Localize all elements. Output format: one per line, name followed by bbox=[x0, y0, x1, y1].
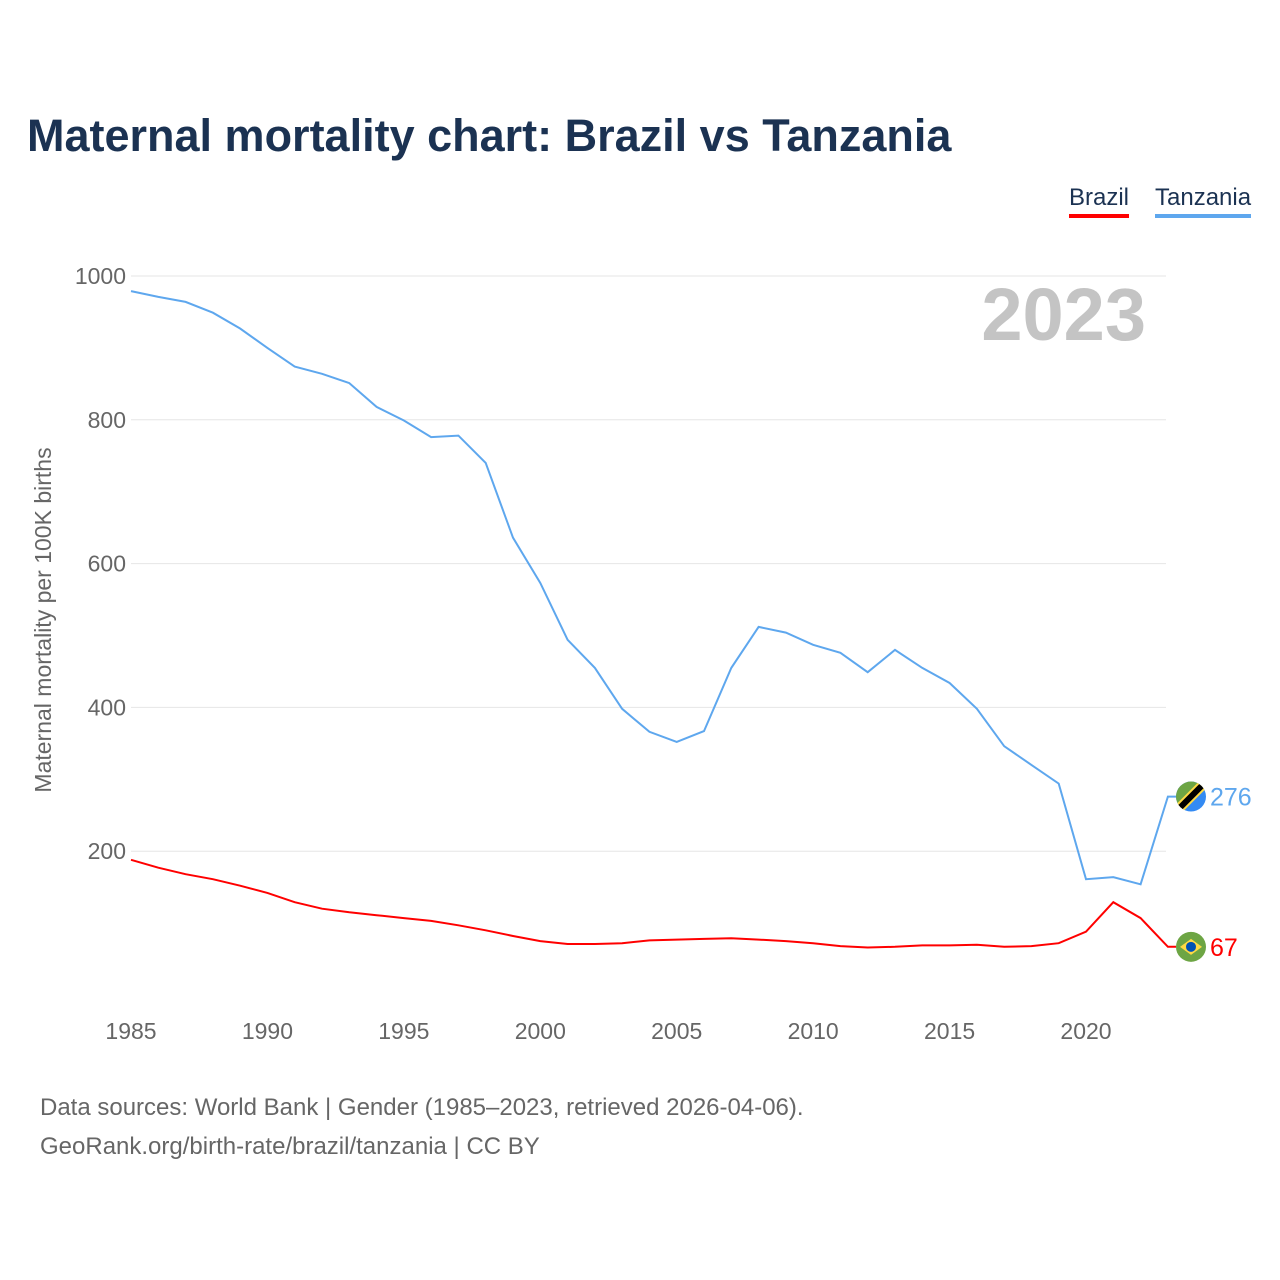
legend-brazil[interactable]: Brazil bbox=[1069, 184, 1130, 218]
y-axis-label: Maternal mortality per 100K births bbox=[30, 447, 56, 792]
x-tick-label: 2015 bbox=[924, 1018, 975, 1044]
series-line-tanzania bbox=[130, 290, 1176, 886]
series-line-brazil bbox=[130, 858, 1176, 949]
y-tick-label: 600 bbox=[88, 551, 126, 577]
x-tick-label: 1990 bbox=[242, 1018, 293, 1044]
y-tick-label: 1000 bbox=[75, 263, 126, 289]
chart-title: Maternal mortality chart: Brazil vs Tanz… bbox=[27, 110, 952, 161]
tanzania-flag-black bbox=[1176, 781, 1206, 812]
y-tick-label: 200 bbox=[88, 838, 126, 864]
year-watermark: 2023 bbox=[981, 273, 1146, 356]
x-tick-label: 1985 bbox=[105, 1018, 156, 1044]
y-tick-label: 800 bbox=[88, 407, 126, 433]
footer: Data sources: World Bank | Gender (1985–… bbox=[40, 1088, 804, 1166]
x-tick-label: 2005 bbox=[651, 1018, 702, 1044]
x-tick-label: 2010 bbox=[788, 1018, 839, 1044]
source-link[interactable]: GeoRank.org/birth-rate/brazil/tanzania |… bbox=[40, 1133, 540, 1160]
x-tick-label: 1995 bbox=[378, 1018, 429, 1044]
legend-tanzania[interactable]: Tanzania bbox=[1155, 184, 1252, 218]
data-source: Data sources: World Bank | Gender (1985–… bbox=[40, 1094, 804, 1121]
x-tick-label: 2020 bbox=[1060, 1018, 1111, 1044]
end-value-label-tanzania: 276 bbox=[1210, 784, 1252, 812]
y-tick-label: 400 bbox=[88, 694, 126, 720]
end-value-label-brazil: 67 bbox=[1210, 934, 1238, 962]
x-tick-label: 2000 bbox=[515, 1018, 566, 1044]
brazil-flag-globe bbox=[1186, 941, 1196, 952]
